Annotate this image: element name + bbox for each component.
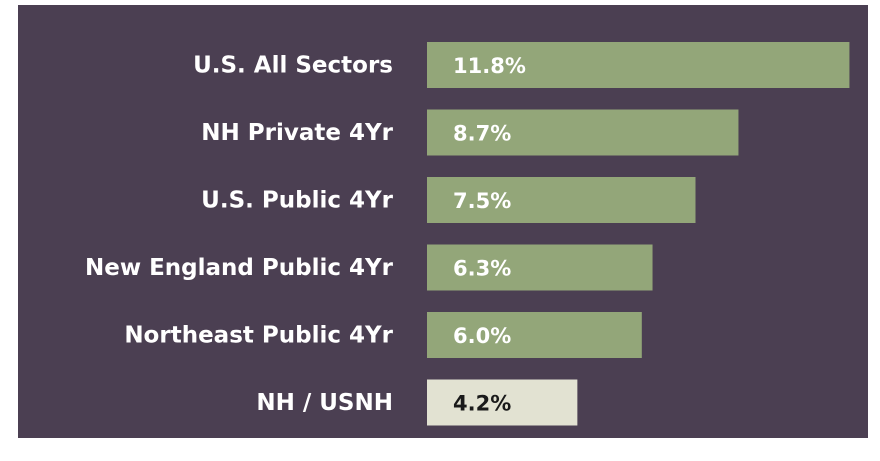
category-label: U.S. All Sectors bbox=[193, 53, 393, 79]
bar bbox=[427, 42, 850, 88]
category-label: NH Private 4Yr bbox=[201, 120, 393, 146]
bar bbox=[427, 177, 696, 223]
bar bbox=[427, 312, 642, 358]
value-label: 11.8% bbox=[453, 54, 526, 78]
category-label: NH / USNH bbox=[256, 390, 393, 416]
category-label: U.S. Public 4Yr bbox=[201, 188, 393, 214]
value-label: 6.3% bbox=[453, 257, 511, 281]
value-label: 6.0% bbox=[453, 324, 511, 348]
bar bbox=[427, 109, 739, 156]
bar bbox=[427, 379, 578, 426]
category-label: Northeast Public 4Yr bbox=[124, 323, 393, 349]
value-label: 7.5% bbox=[453, 189, 511, 213]
value-label: 4.2% bbox=[453, 392, 511, 416]
value-label: 8.7% bbox=[453, 122, 511, 146]
bar bbox=[427, 244, 653, 291]
category-label: New England Public 4Yr bbox=[85, 255, 394, 281]
